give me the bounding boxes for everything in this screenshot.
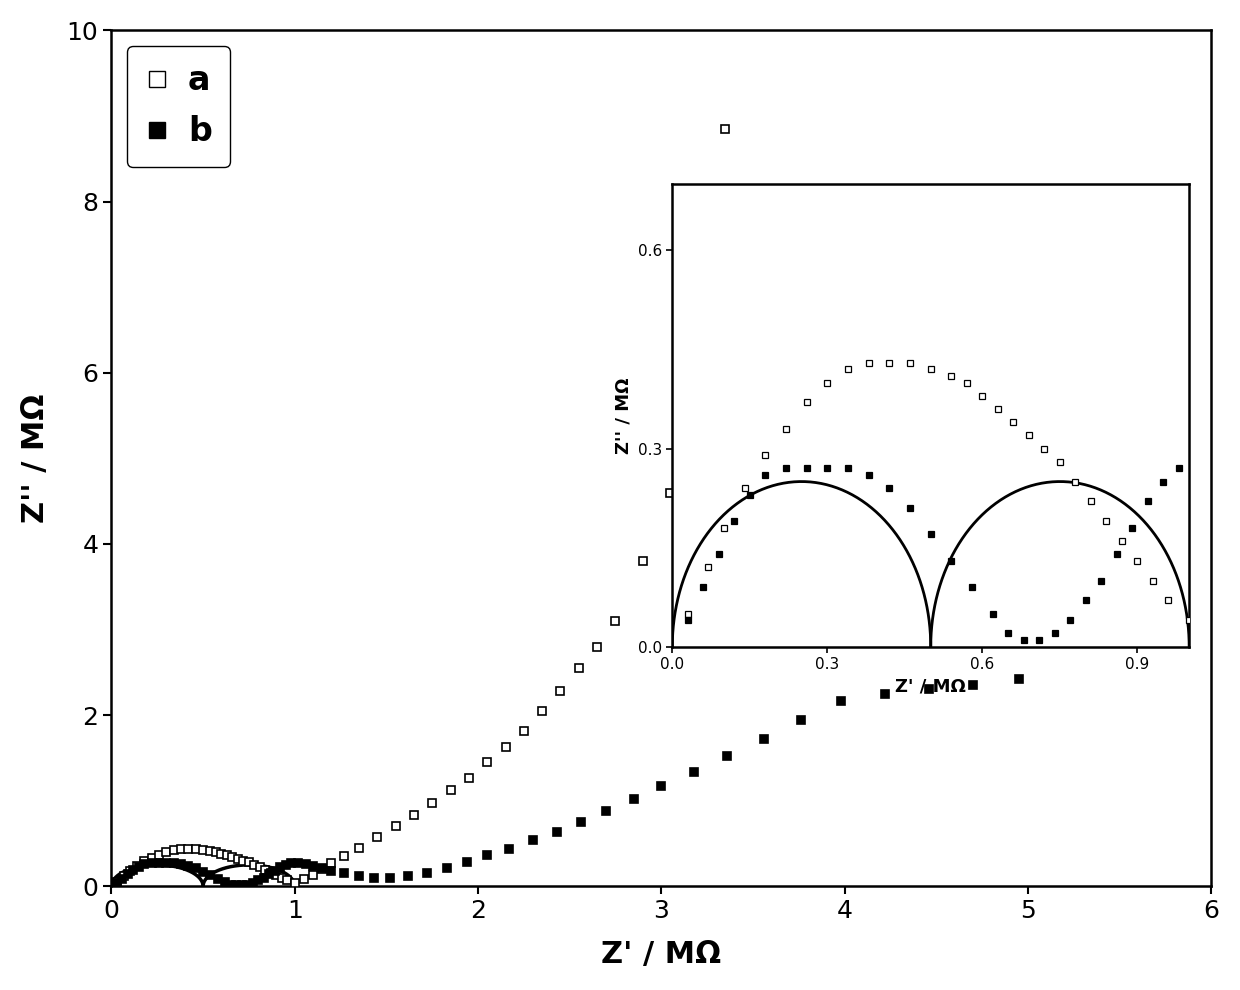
Y-axis label: Z'' / MΩ: Z'' / MΩ	[21, 394, 50, 523]
Legend: a, b: a, b	[126, 46, 231, 166]
X-axis label: Z' / MΩ: Z' / MΩ	[601, 940, 722, 969]
